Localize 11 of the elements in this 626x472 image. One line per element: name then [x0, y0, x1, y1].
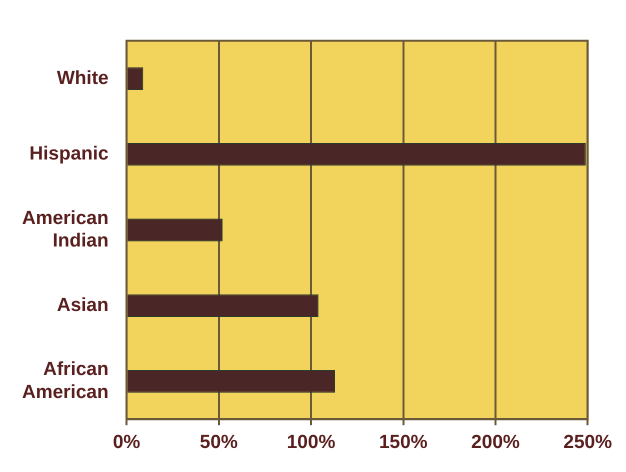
y-tick-label: American Indian [22, 208, 109, 252]
x-tick-label: 150% [378, 432, 428, 453]
x-tick-label: 100% [286, 432, 336, 453]
x-tick-label: 200% [471, 432, 520, 453]
y-tick-label: Asian [56, 294, 109, 316]
y-tick-label: Hispanic [29, 144, 110, 165]
x-tick-label: 250% [563, 432, 612, 453]
x-tick-label: 0% [112, 432, 140, 453]
y-tick-label: African American [22, 359, 109, 403]
y-tick-label: White [56, 68, 109, 89]
x-tick-label: 50% [200, 432, 238, 453]
